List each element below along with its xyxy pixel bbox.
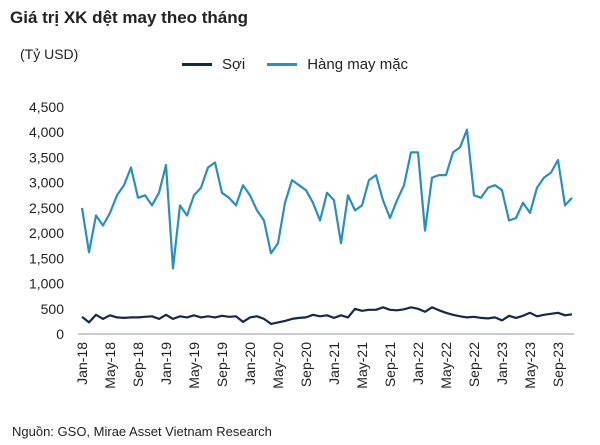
legend-item-soi: Sợi	[182, 56, 245, 73]
x-tick-label: Sep-22	[466, 342, 482, 387]
y-tick-label: 2,000	[29, 225, 64, 241]
x-tick-label: Sep-23	[550, 342, 566, 387]
chart-title: Giá trị XK dệt may theo tháng	[10, 8, 249, 27]
legend-swatch-soi	[182, 63, 212, 66]
x-tick-label: Sep-20	[298, 342, 314, 387]
y-tick-label: 3,000	[29, 175, 64, 191]
x-tick-label: May-18	[102, 342, 118, 389]
legend-item-hang-may-mac: Hàng may mặc	[267, 56, 408, 73]
x-tick-label: Jan-21	[326, 342, 342, 385]
source-note: Nguồn: GSO, Mirae Asset Vietnam Research	[12, 424, 272, 439]
x-tick-label: Sep-18	[130, 342, 146, 387]
unit-label: (Tỷ USD)	[20, 46, 79, 62]
x-tick-label: Sep-21	[382, 342, 398, 387]
x-tick-label: Jan-19	[158, 342, 174, 385]
x-tick-label: Sep-19	[214, 342, 230, 387]
x-tick-label: Jan-23	[494, 342, 510, 385]
y-tick-label: 1,500	[29, 250, 64, 266]
x-tick-label: May-21	[354, 342, 370, 389]
x-tick-label: May-23	[522, 342, 538, 389]
legend: Sợi Hàng may mặc	[182, 56, 430, 73]
y-tick-label: 4,000	[29, 124, 64, 140]
series-line-hang-may-mac	[80, 128, 573, 270]
y-tick-label: 3,500	[29, 149, 64, 165]
x-tick-label: Jan-22	[410, 342, 426, 385]
y-tick-label: 500	[41, 301, 65, 317]
legend-label-hang-may-mac: Hàng may mặc	[307, 56, 409, 73]
x-tick-label: May-20	[270, 342, 286, 389]
legend-label-soi: Sợi	[222, 56, 246, 73]
x-tick-label: Jan-20	[242, 342, 258, 385]
y-tick-label: 0	[56, 326, 64, 342]
y-tick-label: 4,500	[29, 99, 64, 115]
x-tick-label: May-19	[186, 342, 202, 389]
x-tick-label: May-22	[438, 342, 454, 389]
series-line-soi	[81, 306, 573, 325]
y-tick-label: 1,000	[29, 276, 64, 292]
legend-swatch-hang-may-mac	[267, 63, 298, 66]
x-tick-label: Jan-18	[74, 342, 90, 385]
y-tick-label: 2,500	[29, 200, 64, 216]
